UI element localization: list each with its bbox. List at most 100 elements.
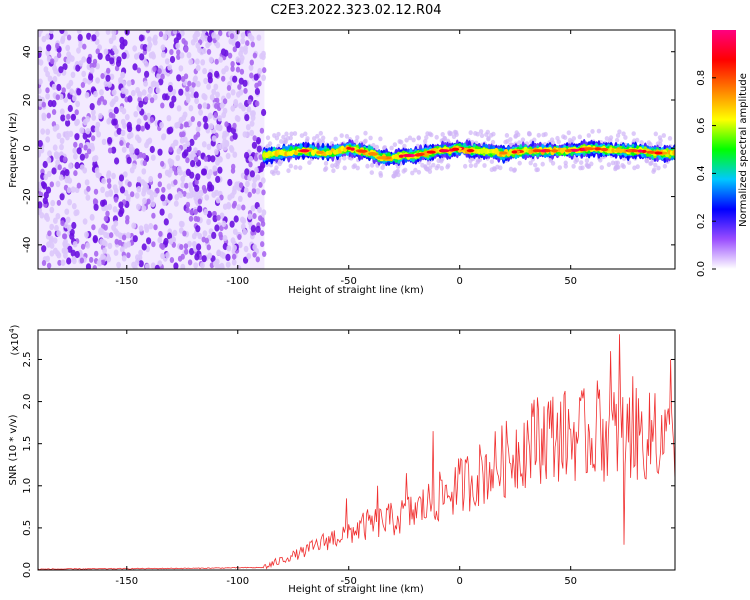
noise-speckle — [140, 179, 146, 186]
noise-speckle — [208, 123, 214, 130]
y-tick-label: 40 — [22, 45, 33, 58]
noise-speckle — [90, 135, 96, 142]
track-halo — [286, 168, 291, 174]
noise-speckle — [225, 152, 231, 160]
noise-speckle — [74, 250, 80, 259]
noise-speckle — [149, 195, 155, 202]
noise-speckle — [45, 128, 51, 135]
noise-speckle — [105, 30, 111, 35]
noise-speckle — [120, 118, 126, 126]
noise-speckle — [173, 262, 179, 269]
noise-speckle — [61, 87, 66, 94]
noise-speckle — [190, 116, 195, 122]
noise-speckle — [54, 224, 59, 232]
noise-speckle — [188, 105, 194, 112]
noise-speckle — [59, 193, 65, 201]
noise-speckle — [149, 117, 155, 123]
noise-speckle — [238, 182, 244, 189]
noise-speckle — [161, 186, 166, 193]
track-halo — [621, 131, 626, 137]
noise-speckle — [214, 148, 219, 155]
noise-speckle — [261, 108, 267, 117]
track-hotspot — [613, 149, 624, 153]
noise-speckle — [151, 212, 156, 219]
noise-speckle — [245, 180, 250, 188]
noise-speckle — [236, 204, 242, 211]
noise-speckle — [229, 146, 235, 153]
noise-speckle — [79, 153, 85, 161]
noise-speckle — [246, 106, 252, 113]
noise-speckle — [126, 156, 132, 164]
noise-speckle — [101, 177, 106, 185]
snr-x-label: Height of straight line (km) — [288, 584, 424, 595]
noise-speckle — [41, 245, 47, 253]
noise-speckle — [78, 60, 84, 67]
track-halo — [298, 165, 303, 171]
noise-speckle — [194, 97, 200, 105]
noise-speckle — [55, 94, 60, 101]
noise-speckle — [60, 37, 65, 44]
noise-speckle — [252, 52, 258, 59]
noise-speckle — [163, 237, 169, 246]
track-halo — [651, 169, 656, 175]
noise-speckle — [233, 99, 239, 106]
noise-speckle — [221, 133, 227, 140]
track-hotspot — [584, 147, 595, 151]
noise-speckle — [89, 214, 95, 221]
figure-title: C2E3.2022.323.02.12.R04 — [270, 3, 441, 18]
track-halo — [656, 165, 661, 171]
noise-speckle — [130, 191, 135, 198]
noise-speckle — [84, 92, 90, 99]
track-halo — [505, 139, 510, 144]
noise-speckle — [249, 59, 254, 66]
noise-speckle — [63, 30, 68, 37]
track-halo — [667, 136, 673, 141]
noise-speckle — [256, 34, 262, 41]
noise-speckle — [219, 225, 224, 232]
track-hotspot — [451, 147, 460, 151]
noise-speckle — [51, 100, 57, 108]
track-halo — [354, 139, 359, 144]
noise-speckle — [168, 146, 173, 153]
noise-speckle — [230, 192, 235, 199]
noise-speckle — [80, 243, 86, 250]
noise-speckle — [58, 174, 64, 181]
noise-speckle — [93, 188, 99, 195]
track-halo — [536, 132, 541, 138]
noise-speckle — [79, 127, 85, 134]
spectrogram-y-ticks: -40 -20 0 20 40 — [22, 45, 675, 253]
noise-speckle — [166, 183, 172, 190]
noise-speckle — [203, 122, 209, 130]
noise-speckle — [202, 102, 208, 109]
track-halo — [446, 163, 451, 169]
noise-speckle — [150, 262, 156, 269]
noise-speckle — [63, 248, 69, 255]
track-halo — [658, 138, 663, 144]
noise-speckle — [41, 114, 47, 122]
noise-speckle — [162, 33, 168, 41]
track-halo — [274, 165, 279, 171]
noise-speckle — [47, 75, 53, 82]
noise-speckle — [142, 197, 147, 205]
noise-speckle — [240, 37, 246, 45]
noise-speckle — [136, 176, 142, 183]
track-halo — [395, 168, 400, 174]
noise-speckle — [72, 95, 77, 102]
noise-speckle — [184, 248, 189, 255]
track-hotspot — [600, 147, 609, 152]
noise-speckle — [247, 32, 253, 39]
noise-speckle — [261, 189, 266, 196]
noise-speckle — [118, 201, 124, 209]
noise-speckle — [208, 56, 214, 63]
track-halo — [303, 131, 308, 137]
noise-speckle — [75, 100, 80, 108]
track-halo — [653, 162, 658, 168]
noise-speckle — [169, 49, 174, 55]
noise-speckle — [245, 131, 250, 138]
noise-speckle — [244, 168, 250, 176]
noise-speckle — [142, 186, 147, 194]
track-halo — [323, 166, 329, 171]
track-halo — [344, 133, 350, 139]
noise-speckle — [175, 121, 181, 129]
noise-speckle — [203, 77, 209, 85]
